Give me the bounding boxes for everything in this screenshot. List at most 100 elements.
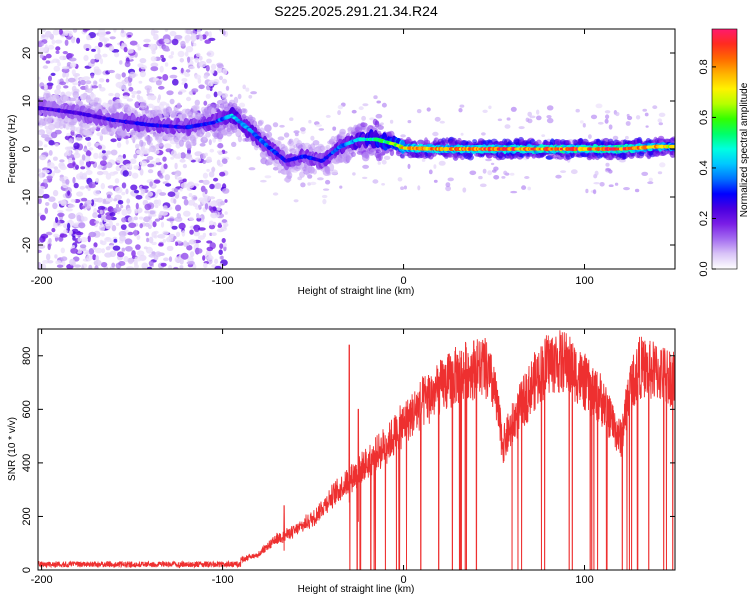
noise-blob [92,212,98,219]
noise-blob [87,141,92,147]
noise-blob [147,95,152,100]
noise-blob [131,94,136,99]
spectrogram-marks [38,29,675,269]
noise-blob [407,120,412,124]
noise-blob [64,32,69,37]
noise-blob [113,198,118,202]
noise-blob [94,68,102,76]
noise-blob [146,156,154,161]
noise-blob [644,112,649,117]
noise-blob [120,204,124,209]
noise-blob [127,216,135,223]
noise-blob [204,152,208,157]
noise-blob [317,177,324,181]
noise-blob [170,51,175,56]
noise-blob [127,231,134,236]
noise-blob [110,138,117,143]
noise-blob [433,179,438,183]
noise-blob [634,188,640,193]
y-tick-label: -10 [21,189,33,205]
noise-blob [128,71,136,79]
noise-blob [180,40,186,47]
noise-blob [206,52,212,56]
noise-blob [105,246,111,251]
noise-blob [160,169,165,174]
noise-blob [626,113,630,118]
noise-blob [224,199,228,203]
noise-blob [50,131,58,139]
noise-blob [99,35,106,43]
noise-blob [501,176,506,179]
noise-blob [647,181,654,185]
x-tick-label: -100 [212,275,234,287]
noise-blob [541,134,546,138]
noise-blob [527,186,531,191]
noise-blob [113,29,117,33]
noise-blob [202,172,208,179]
noise-blob [65,77,69,84]
noise-blob [45,60,51,64]
x-tick-label: 0 [400,574,406,586]
noise-blob [88,231,97,238]
noise-blob [124,238,133,245]
noise-blob [139,70,146,78]
noise-blob [98,42,103,48]
noise-blob [198,55,203,61]
noise-blob [44,207,49,214]
noise-blob [193,231,200,237]
noise-blob [134,101,140,109]
noise-blob [488,105,492,110]
noise-blob [41,42,45,46]
noise-blob [55,260,62,265]
noise-blob [102,53,108,58]
noise-blob [173,198,177,204]
noise-blob [176,212,181,219]
noise-blob [43,144,48,148]
ridge-halo [92,124,98,130]
noise-blob [160,262,167,267]
noise-blob [147,103,154,109]
noise-blob [163,38,170,44]
noise-blob [122,170,129,177]
noise-blob [595,103,603,109]
noise-blob [183,210,191,217]
noise-blob [381,183,385,186]
noise-blob [503,170,508,175]
noise-blob [51,227,56,233]
noise-blob [65,149,72,156]
noise-blob [54,89,61,95]
noise-blob [162,239,167,243]
ridge-halo [205,131,211,138]
noise-blob [99,160,107,167]
noise-blob [70,248,79,254]
noise-blob [625,135,629,140]
ridge-halo [120,129,128,137]
noise-blob [175,231,181,237]
noise-blob [147,191,154,197]
noise-blob [377,161,381,165]
noise-blob [133,229,138,237]
noise-blob [56,264,64,268]
noise-blob [68,57,77,62]
noise-blob [63,229,68,235]
noise-blob [570,169,578,175]
ridge-halo [312,140,320,146]
noise-blob [166,218,175,222]
noise-blob [51,39,56,45]
noise-blob [211,232,217,237]
noise-blob [135,202,139,210]
noise-blob [97,145,103,150]
noise-blob [61,260,66,267]
noise-blob [59,159,65,163]
noise-blob [144,210,150,214]
noise-blob [62,72,66,78]
noise-blob [117,200,124,205]
noise-blob [219,243,224,250]
noise-blob [179,265,184,269]
noise-blob [195,52,201,58]
noise-blob [126,98,134,102]
noise-blob [407,163,411,169]
noise-blob [648,177,653,182]
ridge-halo [572,139,578,144]
